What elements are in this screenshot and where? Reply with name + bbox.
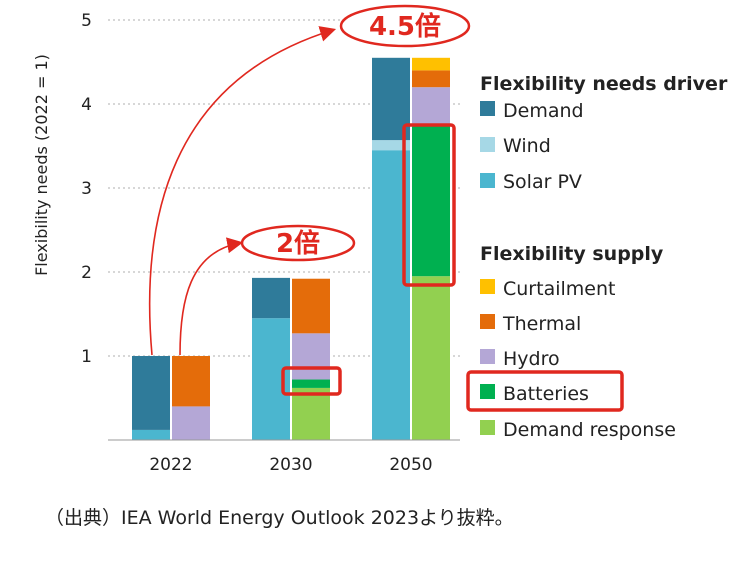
legend-highlight-batteries — [466, 370, 624, 412]
x-tick-label: 2022 — [149, 455, 192, 475]
callout-45x-ellipse — [339, 4, 471, 48]
arrow-2030 — [179, 237, 244, 356]
bar-2030-hydro — [292, 333, 330, 380]
legend-label-hydro: Hydro — [503, 348, 560, 370]
callout-2x-ellipse — [240, 224, 356, 262]
bar-2030-demand — [252, 277, 290, 319]
y-ticks: 1 2 3 4 5 — [81, 11, 92, 367]
x-tick-label: 2030 — [269, 455, 312, 475]
legend-supply-title: Flexibility supply — [480, 243, 664, 265]
legend-label-solar: Solar PV — [503, 171, 582, 193]
highlight-batteries-2050 — [402, 123, 456, 287]
legend-label-batteries: Batteries — [503, 383, 589, 405]
legend-swatch-thermal — [480, 314, 495, 329]
highlight-batteries-2030 — [281, 366, 342, 396]
legend: Flexibility needs driver Demand Wind Sol… — [466, 73, 728, 441]
legend-swatch-batteries — [480, 384, 495, 399]
bar-2022-solar-pv — [132, 429, 170, 440]
y-tick-label: 2 — [81, 263, 92, 283]
bar-2022-thermal — [172, 356, 210, 407]
y-tick-label: 4 — [81, 95, 92, 115]
bar-2030-demand-response — [292, 387, 330, 440]
legend-swatch-solar — [480, 173, 495, 188]
legend-label-wind: Wind — [503, 135, 551, 157]
legend-swatch-demand-response — [480, 420, 495, 435]
legend-swatch-demand — [480, 101, 495, 116]
legend-label-demand: Demand — [503, 100, 584, 122]
bar-2050-curtailment — [412, 57, 450, 71]
callout-45x: 4.5倍 — [369, 11, 441, 42]
legend-label-demand-response: Demand response — [503, 419, 676, 441]
x-ticks: 2022 2030 2050 — [149, 455, 432, 475]
arrow-2050 — [148, 26, 337, 356]
legend-swatch-hydro — [480, 349, 495, 364]
callout-2x: 2倍 — [276, 228, 320, 259]
bar-2022-hydro — [172, 406, 210, 440]
legend-label-thermal: Thermal — [502, 313, 581, 335]
x-tick-label: 2050 — [389, 455, 432, 475]
source-caption: （出典）IEA World Energy Outlook 2023より抜粋。 — [45, 507, 514, 529]
bar-2050-demand-response — [412, 276, 450, 440]
legend-swatch-curtailment — [480, 279, 495, 294]
bar-2050-hydro — [412, 87, 450, 125]
y-tick-label: 5 — [81, 11, 92, 31]
bar-2030-thermal — [292, 278, 330, 334]
y-axis-label: Flexibility needs (2022 = 1) — [32, 54, 51, 276]
y-tick-label: 3 — [81, 179, 92, 199]
legend-swatch-wind — [480, 137, 495, 152]
bar-2050-batteries — [412, 125, 450, 277]
legend-label-curtailment: Curtailment — [503, 278, 615, 300]
bar-2022-demand — [132, 356, 170, 430]
bar-2050-wind — [372, 140, 410, 151]
y-tick-label: 1 — [81, 347, 92, 367]
legend-driver-title: Flexibility needs driver — [480, 73, 728, 95]
bar-2030-batteries — [292, 379, 330, 388]
bar-2050-thermal — [412, 70, 450, 88]
